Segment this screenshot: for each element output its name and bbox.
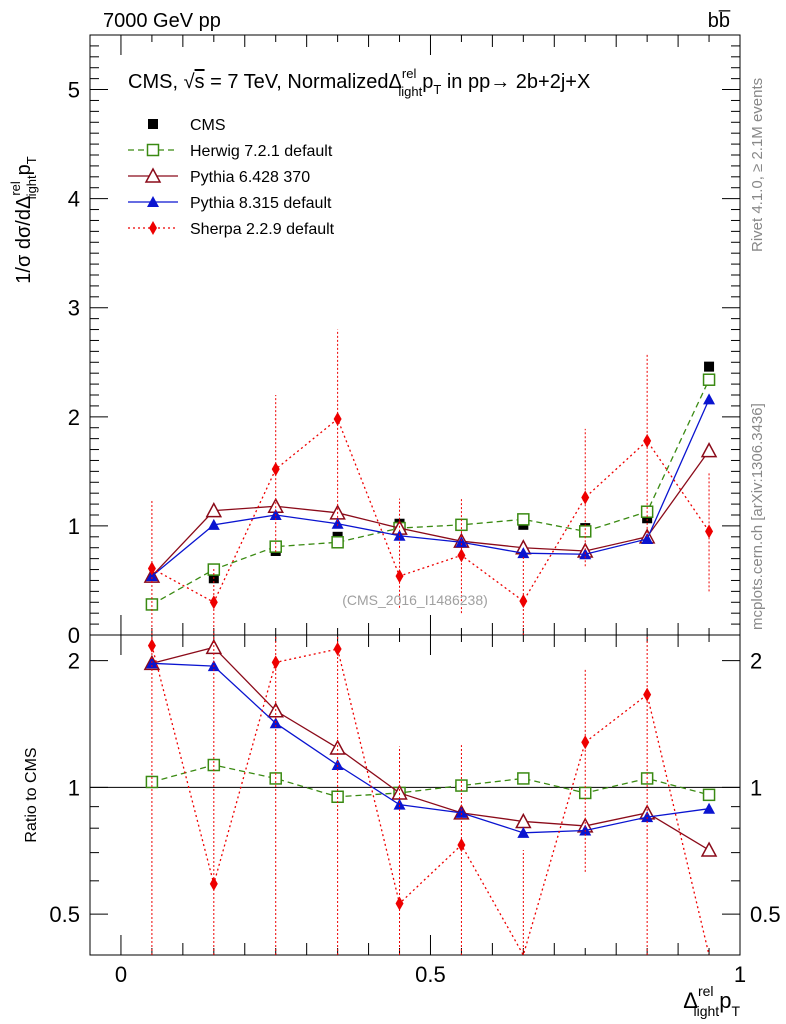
pythia8-marker (641, 533, 654, 544)
pythia8-marker (207, 518, 220, 530)
bbar-glyph: b̅ (719, 9, 731, 32)
pythia8-marker (331, 517, 344, 529)
main-plot-area (143, 329, 718, 635)
y-tick-label: 4 (68, 187, 80, 212)
pythia8-marker (331, 759, 344, 771)
herwig-marker (331, 536, 344, 549)
sherpa-marker (147, 561, 156, 576)
header-energy-label: 7000 GeV pp (103, 10, 221, 32)
legend: CMS Herwig 7.2.1 default Pythia 6.428 370 P… (128, 117, 335, 238)
svg-text:1/σ dσ/dΔrellightpT: 1/σ dσ/dΔrellightpT (8, 156, 39, 284)
herwig-marker (331, 790, 344, 804)
pythia6-marker (700, 442, 718, 458)
sherpa-marker (643, 687, 652, 702)
sherpa-marker (333, 642, 342, 657)
sherpa-marker (271, 655, 280, 670)
x-tick-label: 1 (734, 962, 746, 987)
series-line (151, 662, 710, 834)
herwig-marker (702, 788, 716, 802)
legend-entry-label: Pythia 8.315 default (190, 195, 332, 212)
main-panel-frame (89, 34, 741, 636)
pythia8-marker (393, 798, 406, 810)
x-tick-label: 0.5 (415, 962, 446, 987)
cms-marker (704, 361, 715, 372)
series-line (151, 399, 710, 577)
x-axis-label: Δrel lightpT (683, 983, 740, 1019)
ratio-panel-frame (89, 634, 741, 956)
y-tick-label: 3 (68, 296, 80, 321)
header-process-label: bb̅ (708, 9, 731, 32)
herwig-marker (578, 525, 592, 538)
ratio-y-tick-label: 0.5 (49, 902, 80, 927)
pythia8-marker (641, 811, 654, 823)
sherpa-marker (395, 896, 404, 911)
sherpa-marker (581, 490, 590, 505)
sherpa-marker (457, 548, 466, 563)
sherpa-marker (643, 433, 652, 448)
ratio-y-tick-label: 2 (68, 649, 80, 674)
legend-entry-label: Herwig 7.2.1 default (190, 143, 333, 160)
chart-title: CMS, √s = 7 TeV, NormalizedΔrel lightpT i… (128, 66, 590, 99)
ratio-y-tick-label-right: 1 (750, 775, 762, 800)
analysis-watermark: (CMS_2016_I1486238) (342, 592, 488, 608)
herwig-marker (702, 373, 716, 386)
ratio-y-tick-label-right: 0.5 (750, 902, 781, 927)
herwig-marker (145, 598, 159, 611)
main-y-axis-label: 1/σ dσ/dΔrellightpT (8, 156, 39, 284)
pythia6-marker (205, 502, 223, 518)
series-line (151, 417, 710, 604)
pythia8-marker (145, 570, 158, 582)
herwig-marker (578, 786, 592, 800)
pythia8-marker (703, 802, 716, 814)
pythia8-marker (455, 536, 468, 548)
pythia6-marker (700, 841, 718, 857)
legend-entry-label: Sherpa 2.2.9 default (190, 221, 335, 238)
cms-marker (642, 513, 653, 524)
legend-entry-label: CMS (190, 117, 226, 134)
main-axes: 0 1 2 3 4 5 (68, 34, 741, 648)
cms-marker (148, 119, 158, 129)
rivet-version-label: Rivet 4.1.0, ≥ 2.1M events (749, 78, 766, 252)
series-line (151, 764, 710, 798)
sherpa-marker (395, 569, 404, 584)
mcplots-source-label: mcplots.cern.ch [arXiv:1306.3436] (749, 403, 766, 630)
herwig-marker (146, 143, 160, 157)
sherpa-marker (519, 594, 528, 609)
ratio-y-tick-label-right: 2 (750, 649, 762, 674)
pythia8-marker (455, 806, 468, 818)
pythia8-marker (703, 393, 716, 405)
y-tick-label: 5 (68, 78, 80, 103)
pythia6-marker (144, 167, 162, 183)
sherpa-marker (457, 837, 466, 852)
ratio-axes: 0 0.5 1 0.5 0.5 1 1 2 2 (49, 635, 781, 987)
pythia8-marker (517, 826, 530, 838)
legend-entry-label: Pythia 6.428 370 (190, 169, 310, 186)
sherpa-marker (147, 638, 156, 653)
series-line (151, 450, 710, 577)
series-line (151, 645, 710, 957)
x-tick-label: 0 (115, 962, 127, 987)
pythia8-marker (517, 547, 530, 559)
sherpa-marker (581, 735, 590, 750)
series-line (151, 646, 710, 851)
y-tick-label: 1 (68, 514, 80, 539)
sherpa-marker (209, 876, 218, 891)
sherpa-marker (271, 462, 280, 477)
sherpa-marker (149, 221, 157, 235)
sherpa-marker (209, 595, 218, 610)
y-tick-label: 2 (68, 405, 80, 430)
y-tick-label: 0 (68, 623, 80, 648)
ratio-plot-area (143, 635, 718, 957)
series-line (151, 379, 710, 606)
sherpa-marker (333, 412, 342, 426)
herwig-marker (517, 772, 530, 785)
herwig-marker (517, 513, 530, 526)
ratio-y-axis-label: Ratio to CMS (23, 747, 40, 842)
pythia8-marker (147, 196, 159, 207)
sherpa-marker (705, 524, 714, 539)
ratio-y-tick-label: 1 (68, 775, 80, 800)
